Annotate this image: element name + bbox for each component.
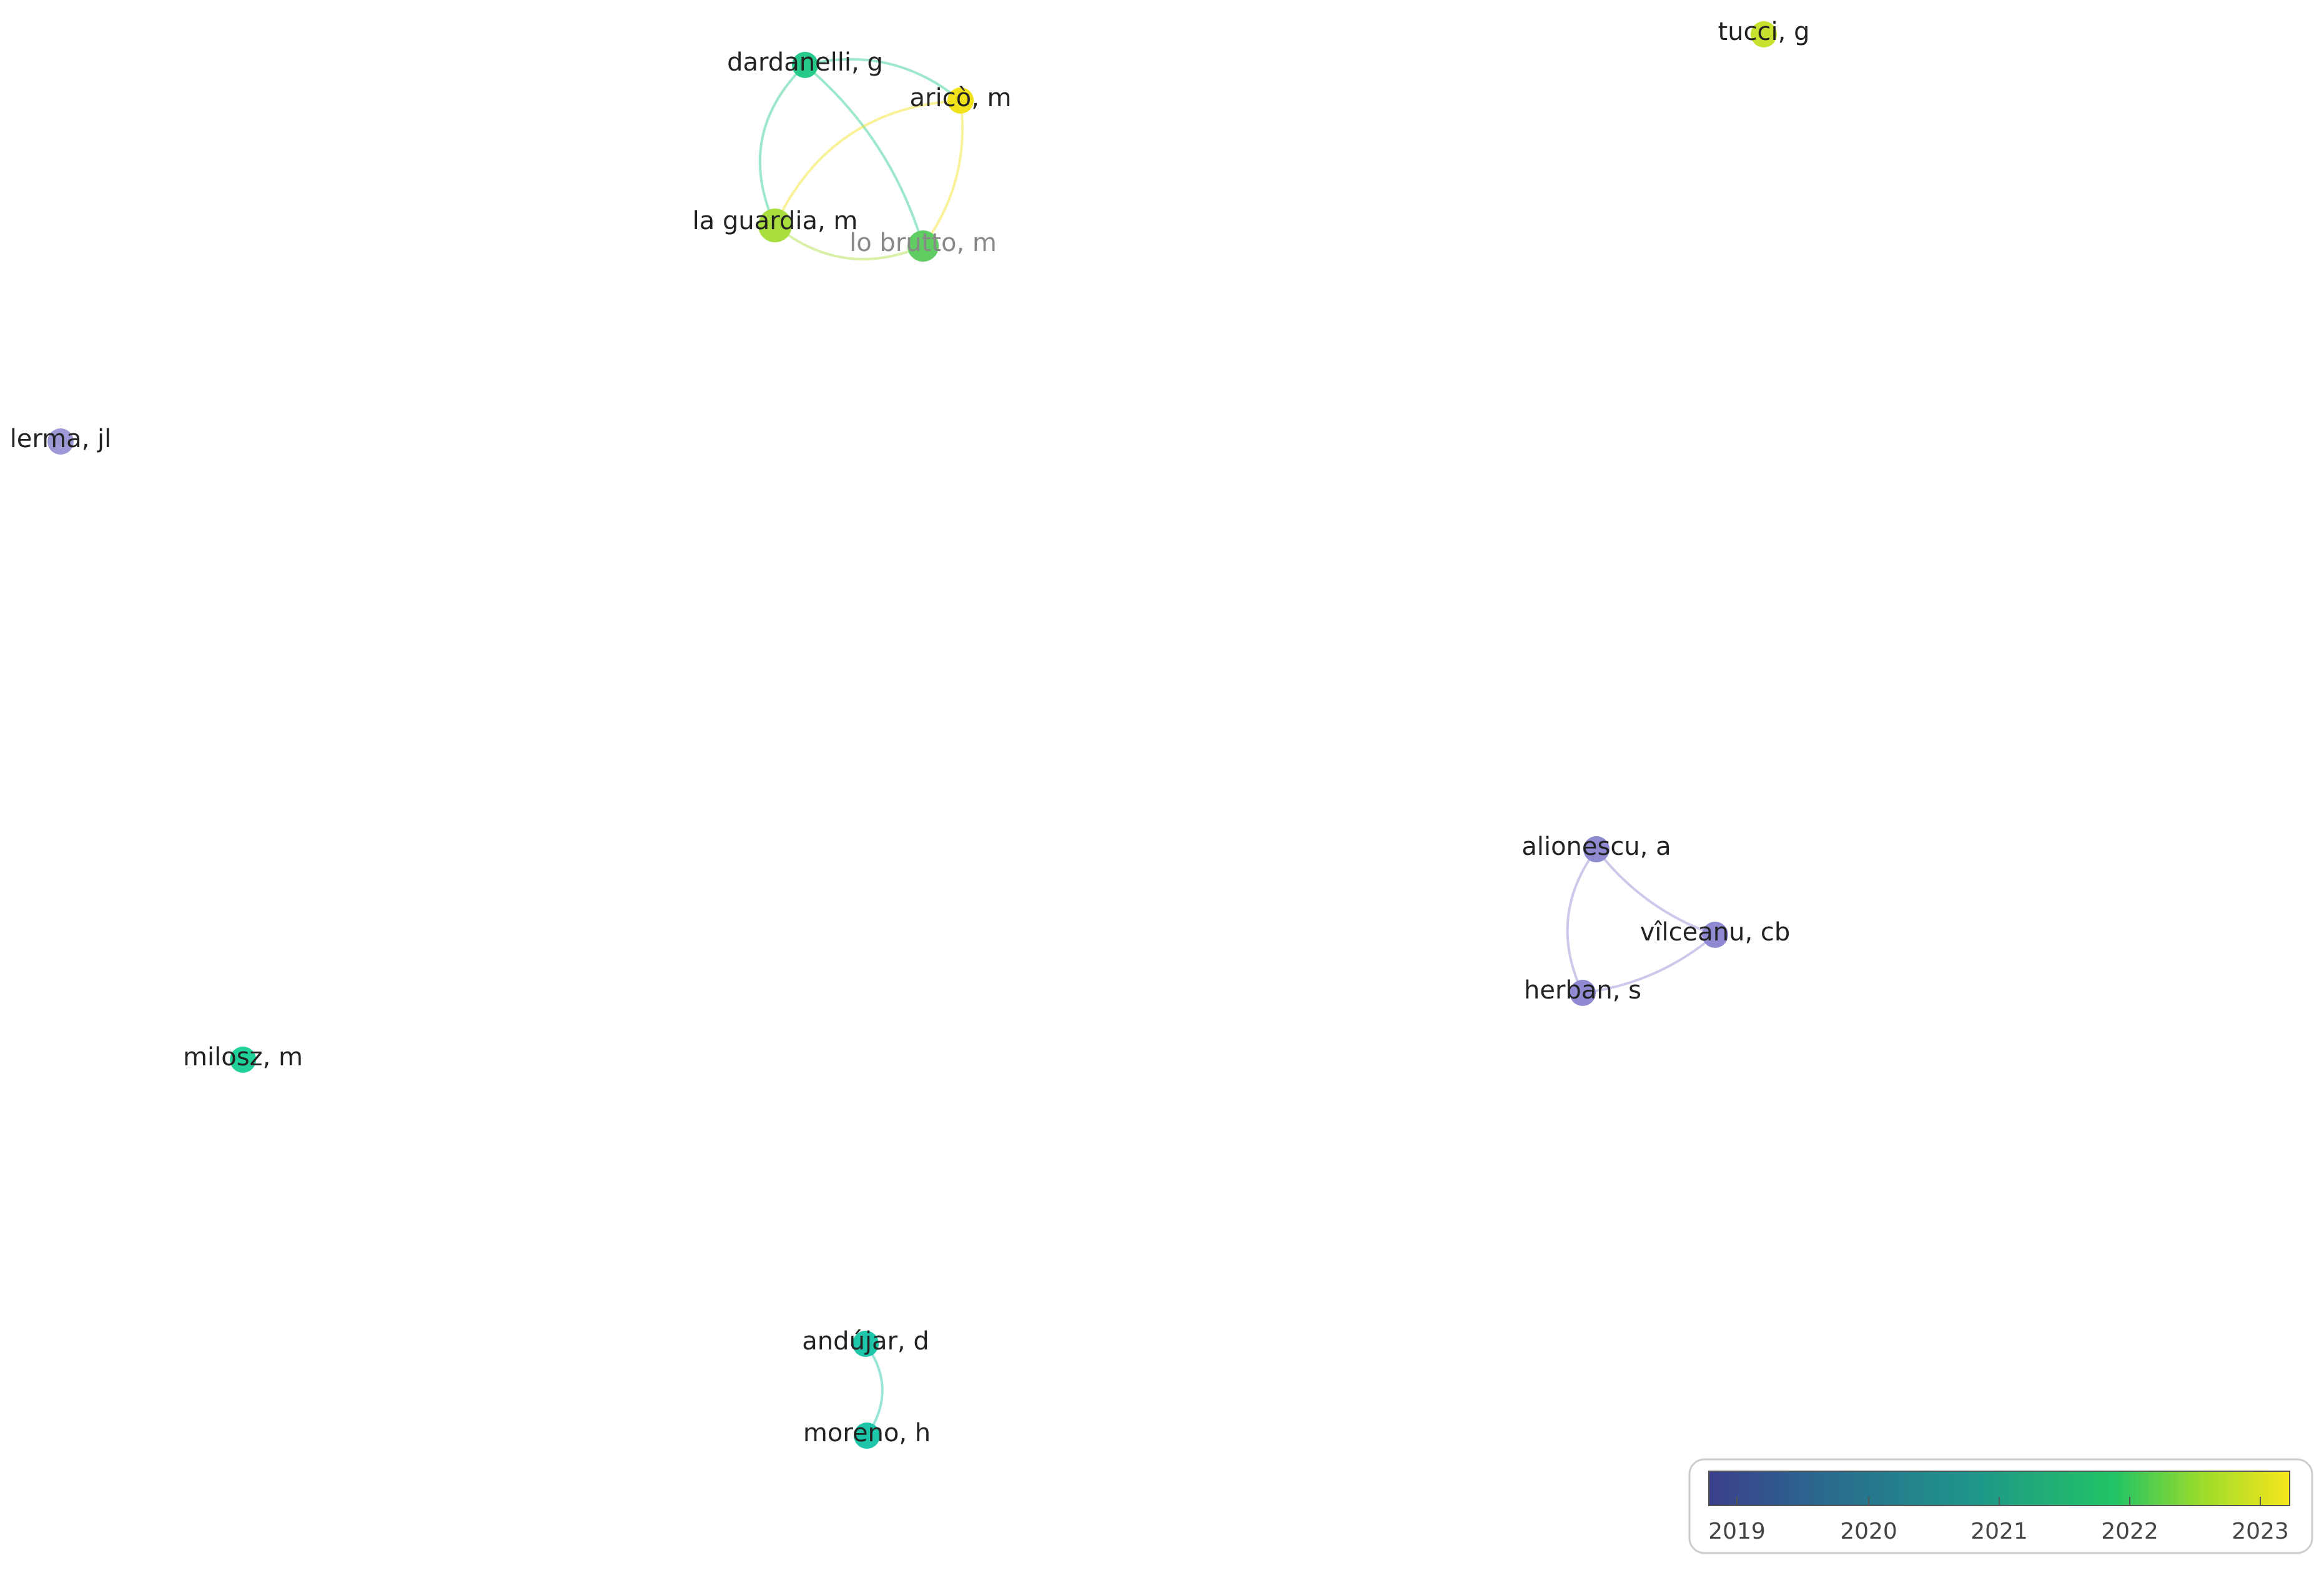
node[interactable] <box>1570 980 1596 1006</box>
link <box>922 100 964 247</box>
node-label: milosz, m <box>183 1043 303 1072</box>
link <box>758 64 806 226</box>
node-label: vîlceanu, cb <box>1640 918 1791 947</box>
node-label: lerma, jl <box>10 425 112 453</box>
node-label: andújar, d <box>802 1327 929 1356</box>
link <box>774 99 961 226</box>
link <box>774 224 924 260</box>
node[interactable] <box>1702 922 1728 948</box>
link <box>804 57 962 102</box>
node-label: alionescu, a <box>1521 832 1671 861</box>
link <box>1566 848 1598 994</box>
colorbar-tick-label: 2022 <box>2101 1519 2158 1544</box>
node-label: la guardia, m <box>693 207 858 235</box>
node[interactable] <box>853 1331 879 1357</box>
node[interactable] <box>854 1423 880 1449</box>
node[interactable] <box>1751 21 1777 47</box>
link <box>804 64 924 247</box>
node-label: dardanelli, g <box>727 48 883 77</box>
node-label: tucci, g <box>1718 17 1810 46</box>
colorbar-tick-label: 2021 <box>1970 1519 2028 1544</box>
link <box>1595 848 1716 936</box>
link <box>1582 934 1716 994</box>
node[interactable] <box>792 52 818 78</box>
colorbar-tick-label: 2019 <box>1708 1519 1766 1544</box>
node-label: aricò, m <box>910 84 1012 112</box>
node-label: herban, s <box>1524 976 1641 1005</box>
node[interactable] <box>230 1047 256 1073</box>
colorbar-gradient <box>1708 1471 2290 1506</box>
node-label: moreno, h <box>803 1419 931 1447</box>
node-label: lo brutto, m <box>849 229 997 257</box>
node[interactable] <box>907 230 939 262</box>
node[interactable] <box>758 209 792 242</box>
colorbar: 2019 2020 2021 2022 2023 <box>1688 1458 2313 1554</box>
node[interactable] <box>47 428 74 455</box>
edges <box>758 57 1716 1437</box>
nodes: dardanelli, g aricò, m la guardia, mlo bru… <box>10 17 1810 1449</box>
node[interactable] <box>947 87 974 114</box>
node[interactable] <box>1583 836 1609 862</box>
colorbar-tick-label: 2023 <box>2232 1519 2289 1544</box>
colorbar-tick-label: 2020 <box>1840 1519 1897 1544</box>
